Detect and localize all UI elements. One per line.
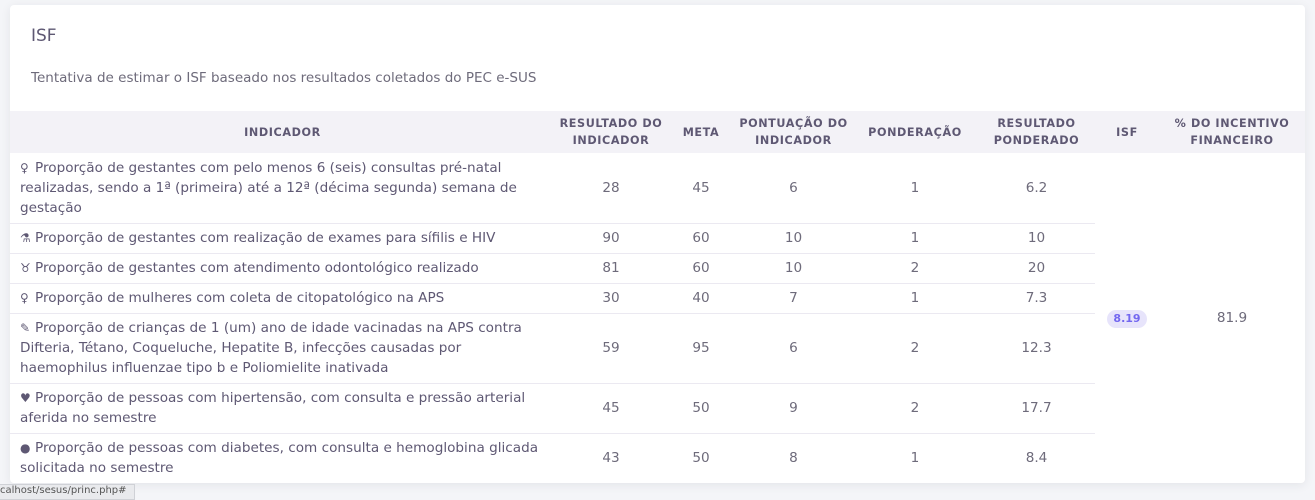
- ponderado-cell: 12.3: [978, 313, 1095, 384]
- isf-table: INDICADOR RESULTADO DO INDICADOR META PO…: [10, 111, 1305, 483]
- meta-cell: 50: [692, 450, 710, 467]
- meta-cell: 60: [667, 223, 735, 254]
- header-resultado-ponderado[interactable]: RESULTADO PONDERADO: [978, 111, 1095, 153]
- resultado-cell: 45: [555, 383, 667, 434]
- indicador-cell: ✎ Proporção de crianças de 1 (um) ano de …: [10, 313, 555, 384]
- indicador-text: Proporção de gestantes com realização de…: [35, 230, 496, 246]
- isf-card: ISF Tentativa de estimar o ISF baseado n…: [10, 5, 1305, 483]
- indicador-cell: ♉ Proporção de gestantes com atendimento …: [10, 253, 555, 284]
- isf-cell: 8.19: [1095, 153, 1159, 483]
- ponderado-cell: 6.2: [978, 153, 1095, 224]
- header-resultado-indicador[interactable]: RESULTADO DO INDICADOR: [555, 111, 667, 153]
- table-row: ♀ Proporção de mulheres com coleta de cit…: [10, 283, 1305, 314]
- indicador-cell: ♥ Proporção de pessoas com hipertensão, c…: [10, 383, 555, 434]
- pontuacao-cell: 6: [735, 313, 852, 384]
- resultado-cell: 81: [555, 253, 667, 284]
- ponderacao-cell: 1: [852, 223, 978, 254]
- indicador-cell: ♀ Proporção de gestantes com pelo menos 6…: [10, 153, 555, 224]
- pontuacao-cell: 10: [735, 223, 852, 254]
- ponderacao-cell: 2: [852, 313, 978, 384]
- resultado-cell: 28: [555, 153, 667, 224]
- table-row: ⚗ Proporção de gestantes com realização d…: [10, 223, 1305, 254]
- pontuacao-cell: 10: [735, 253, 852, 284]
- ponderacao-cell: 1: [910, 450, 920, 467]
- resultado-cell: 90: [555, 223, 667, 254]
- card-subtitle: Tentativa de estimar o ISF baseado nos r…: [31, 70, 537, 86]
- status-bar-url: calhost/sesus/princ.php#: [0, 484, 135, 500]
- woman-icon: ♀: [20, 291, 29, 305]
- tooth-icon: ♉: [20, 261, 31, 275]
- table-row: ✎ Proporção de crianças de 1 (um) ano de …: [10, 313, 1305, 384]
- header-meta[interactable]: META: [667, 111, 735, 153]
- flask-icon: ⚗: [20, 231, 31, 245]
- table-row: ● Proporção de pessoas com diabetes, com …: [10, 433, 1305, 483]
- card-title: ISF: [31, 26, 57, 46]
- ponderado-cell: 8.4: [1025, 450, 1048, 467]
- meta-cell: 50: [667, 383, 735, 434]
- meta-cell: 45: [667, 153, 735, 224]
- indicador-text: Proporção de gestantes com atendimento o…: [35, 260, 479, 276]
- meta-cell: 40: [667, 283, 735, 314]
- indicador-cell: ● Proporção de pessoas com diabetes, com …: [10, 433, 555, 483]
- meta-cell: 60: [667, 253, 735, 284]
- indicador-text: Proporção de mulheres com coleta de cito…: [35, 290, 445, 306]
- indicador-text: Proporção de crianças de 1 (um) ano de i…: [20, 320, 522, 376]
- header-isf[interactable]: ISF: [1095, 111, 1159, 153]
- syringe-icon: ✎: [20, 321, 31, 335]
- table-header-row: INDICADOR RESULTADO DO INDICADOR META PO…: [10, 111, 1305, 153]
- indicador-cell: ⚗ Proporção de gestantes com realização d…: [10, 223, 555, 254]
- ponderado-cell: 7.3: [978, 283, 1095, 314]
- ponderado-cell: 10: [978, 223, 1095, 254]
- ponderacao-cell: 1: [852, 283, 978, 314]
- resultado-cell: 43: [602, 450, 620, 467]
- ponderacao-cell: 2: [852, 253, 978, 284]
- pontuacao-cell: 7: [735, 283, 852, 314]
- header-ponderacao[interactable]: PONDERAÇÃO: [852, 111, 978, 153]
- table-row: ♉ Proporção de gestantes com atendimento …: [10, 253, 1305, 284]
- table-row: ♥ Proporção de pessoas com hipertensão, c…: [10, 383, 1305, 434]
- pontuacao-cell: 9: [735, 383, 852, 434]
- pontuacao-cell: 6: [735, 153, 852, 224]
- indicador-text: Proporção de gestantes com pelo menos 6 …: [20, 159, 517, 216]
- header-incentivo[interactable]: % DO INCENTIVO FINANCEIRO: [1159, 111, 1305, 153]
- indicador-text: Proporção de pessoas com diabetes, com c…: [20, 440, 539, 477]
- ponderado-cell: 17.7: [978, 383, 1095, 434]
- pontuacao-cell: 8: [789, 450, 798, 467]
- indicador-cell: ♀ Proporção de mulheres com coleta de cit…: [10, 283, 555, 314]
- header-pontuacao[interactable]: PONTUAÇÃO DO INDICADOR: [735, 111, 852, 153]
- resultado-cell: 59: [555, 313, 667, 384]
- ponderacao-cell: 2: [852, 383, 978, 434]
- ponderacao-cell: 1: [852, 153, 978, 224]
- ponderado-cell: 20: [978, 253, 1095, 284]
- droplet-icon: ●: [20, 441, 31, 456]
- incentivo-cell: 81.9: [1216, 310, 1248, 326]
- heart-pulse-icon: ♥: [20, 391, 31, 405]
- table-row: ♀ Proporção de gestantes com pelo menos 6…: [10, 153, 1305, 328]
- resultado-cell: 30: [555, 283, 667, 314]
- indicador-text: Proporção de pessoas com hipertensão, co…: [20, 390, 526, 426]
- pregnant-woman-icon: ♀: [20, 160, 29, 175]
- isf-badge: 8.19: [1107, 310, 1147, 328]
- header-indicador[interactable]: INDICADOR: [10, 111, 555, 153]
- meta-cell: 95: [667, 313, 735, 384]
